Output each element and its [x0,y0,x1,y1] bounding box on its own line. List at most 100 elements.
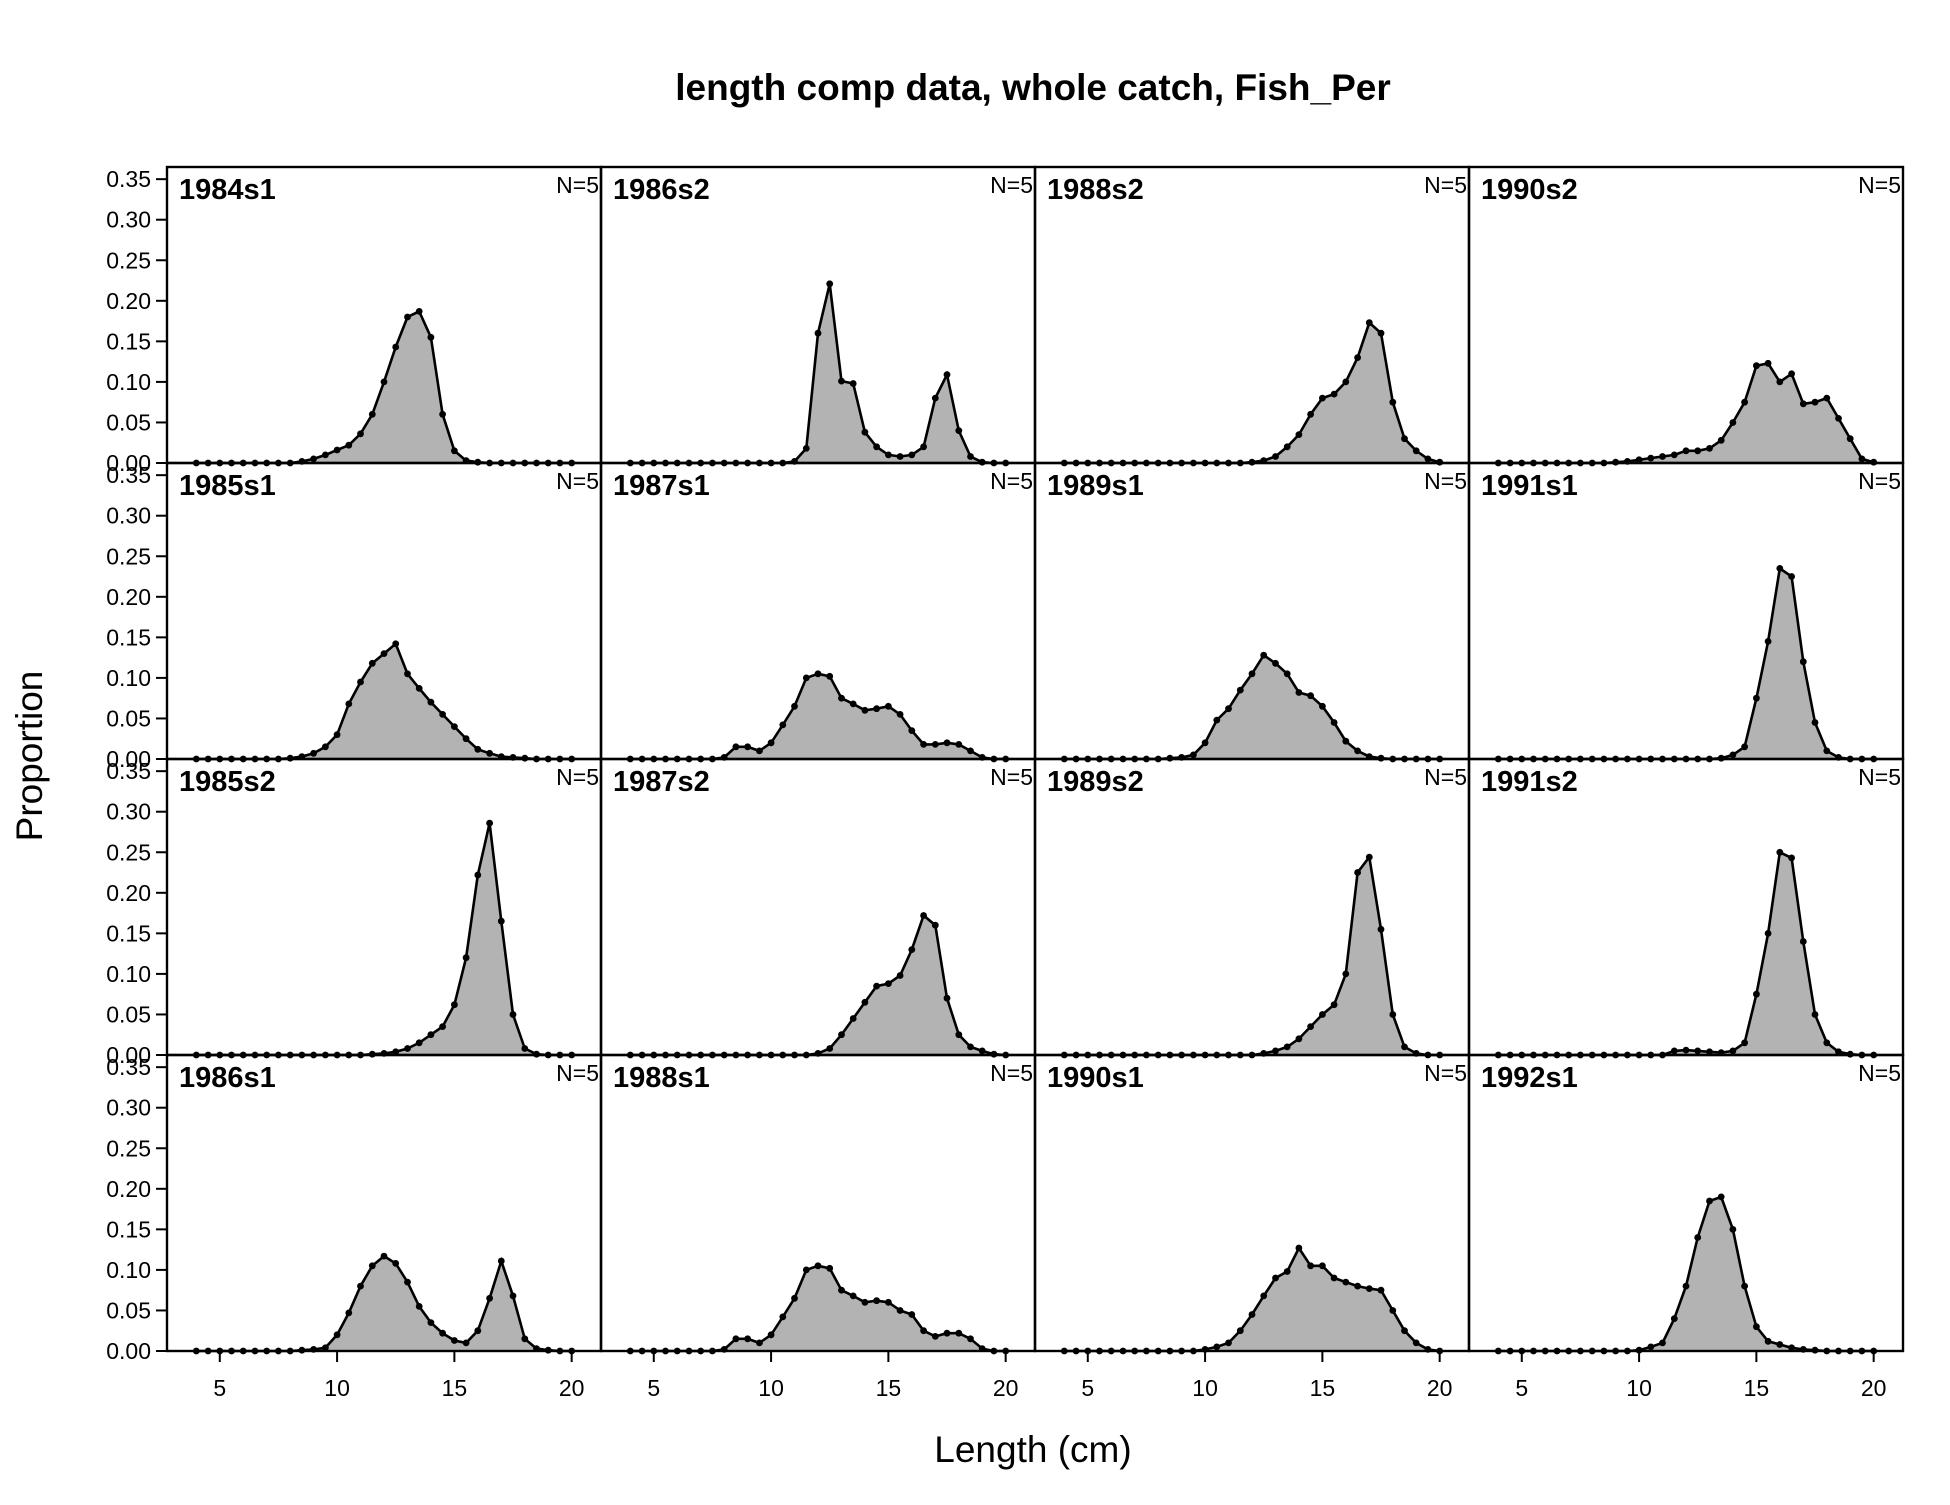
data-point [474,1327,482,1335]
data-point [1694,1047,1702,1055]
data-point [896,972,904,979]
data-point [451,1001,458,1009]
data-point [1330,390,1338,398]
data-point [732,1335,740,1343]
series-area [630,1265,1006,1351]
data-point [509,1292,517,1300]
x-tick-label: 10 [1626,1375,1652,1401]
data-point [1248,670,1256,678]
x-tick-label: 10 [324,1375,350,1401]
data-point [896,711,904,718]
data-point [1717,1193,1725,1201]
panel-1990s1: 1990s1 N=5 5 10 15 20 [1033,1053,1471,1401]
data-point [322,743,329,751]
x-tick-label: 15 [442,1375,468,1401]
y-tick-label: 0.15 [106,328,151,354]
data-point [333,1331,341,1339]
data-point [1741,1039,1748,1047]
y-tick-label: 0.05 [106,1001,151,1027]
y-tick-label: 0.00 [106,1338,151,1364]
data-point [486,819,493,827]
y-tick-label: 0.00 [106,1042,151,1068]
data-point [1354,1282,1361,1290]
sample-size-label: N=5 [1424,1060,1467,1086]
data-point [1236,686,1244,694]
data-point [1706,1197,1713,1205]
data-point [908,1311,916,1318]
data-point [920,912,927,919]
data-point [1283,443,1291,451]
panel-label: 1985s2 [179,766,276,798]
data-point [1858,455,1866,463]
data-point [415,308,423,315]
data-point [1799,400,1807,408]
data-point [380,1252,388,1260]
data-point [802,1266,810,1274]
data-point [1389,1307,1397,1314]
data-point [1741,398,1748,406]
y-tick-label: 0.20 [106,1176,151,1202]
data-point [415,1303,423,1310]
data-point [1272,453,1279,460]
panel-1992s1: 1992s1 N=5 5 10 15 20 [1467,1053,1905,1401]
data-point [1225,1339,1232,1347]
data-point [1260,651,1268,659]
data-point [826,1045,834,1052]
data-point [873,1297,880,1305]
data-point [310,455,317,463]
y-tick-label: 0.10 [106,961,151,987]
data-point [1823,747,1831,755]
data-point [1365,853,1373,861]
x-tick-label: 15 [1310,1375,1336,1401]
data-point [1811,719,1819,726]
x-tick-label: 5 [1515,1375,1528,1401]
data-point [439,1023,446,1030]
panel-label: 1990s1 [1047,1062,1144,1094]
data-point [1377,329,1385,337]
series-area [630,673,1006,759]
data-point [1776,378,1784,386]
data-point [462,954,470,962]
data-point [1354,747,1361,755]
y-tick-label: 0.35 [106,1054,151,1080]
data-point [310,749,317,757]
data-point [1283,670,1291,678]
data-point [392,1260,400,1267]
data-point [1753,990,1760,998]
y-tick-label: 0.10 [106,665,151,691]
y-tick-label: 0.35 [106,462,151,488]
data-point [1776,848,1784,856]
data-point [1811,398,1819,406]
series-area [1064,1248,1440,1351]
data-point [1342,970,1350,978]
series-area [1498,568,1874,759]
data-point [380,650,388,657]
y-axis-title: Proportion [9,671,50,842]
y-tick-label: 0.30 [106,799,151,825]
data-point [885,980,892,987]
data-point [368,1262,376,1270]
data-point [885,451,892,459]
data-point [732,743,740,751]
data-point [1330,1001,1338,1009]
data-point [756,747,763,755]
data-point [978,1047,986,1055]
sample-size-label: N=5 [1858,1060,1901,1086]
data-point [1342,378,1350,386]
data-point [1283,1043,1291,1051]
data-point [861,428,869,436]
y-tick-label: 0.25 [106,247,151,273]
panel-label: 1986s1 [179,1062,276,1094]
data-point [521,1045,529,1052]
data-point [1823,394,1831,402]
data-point [1389,398,1397,406]
data-point [1764,930,1772,937]
data-point [791,1294,798,1302]
data-point [1670,1315,1678,1322]
data-point [896,453,904,460]
data-point [439,410,446,418]
data-point [931,1333,939,1340]
data-point [1260,1292,1268,1300]
data-point [1729,1047,1737,1055]
